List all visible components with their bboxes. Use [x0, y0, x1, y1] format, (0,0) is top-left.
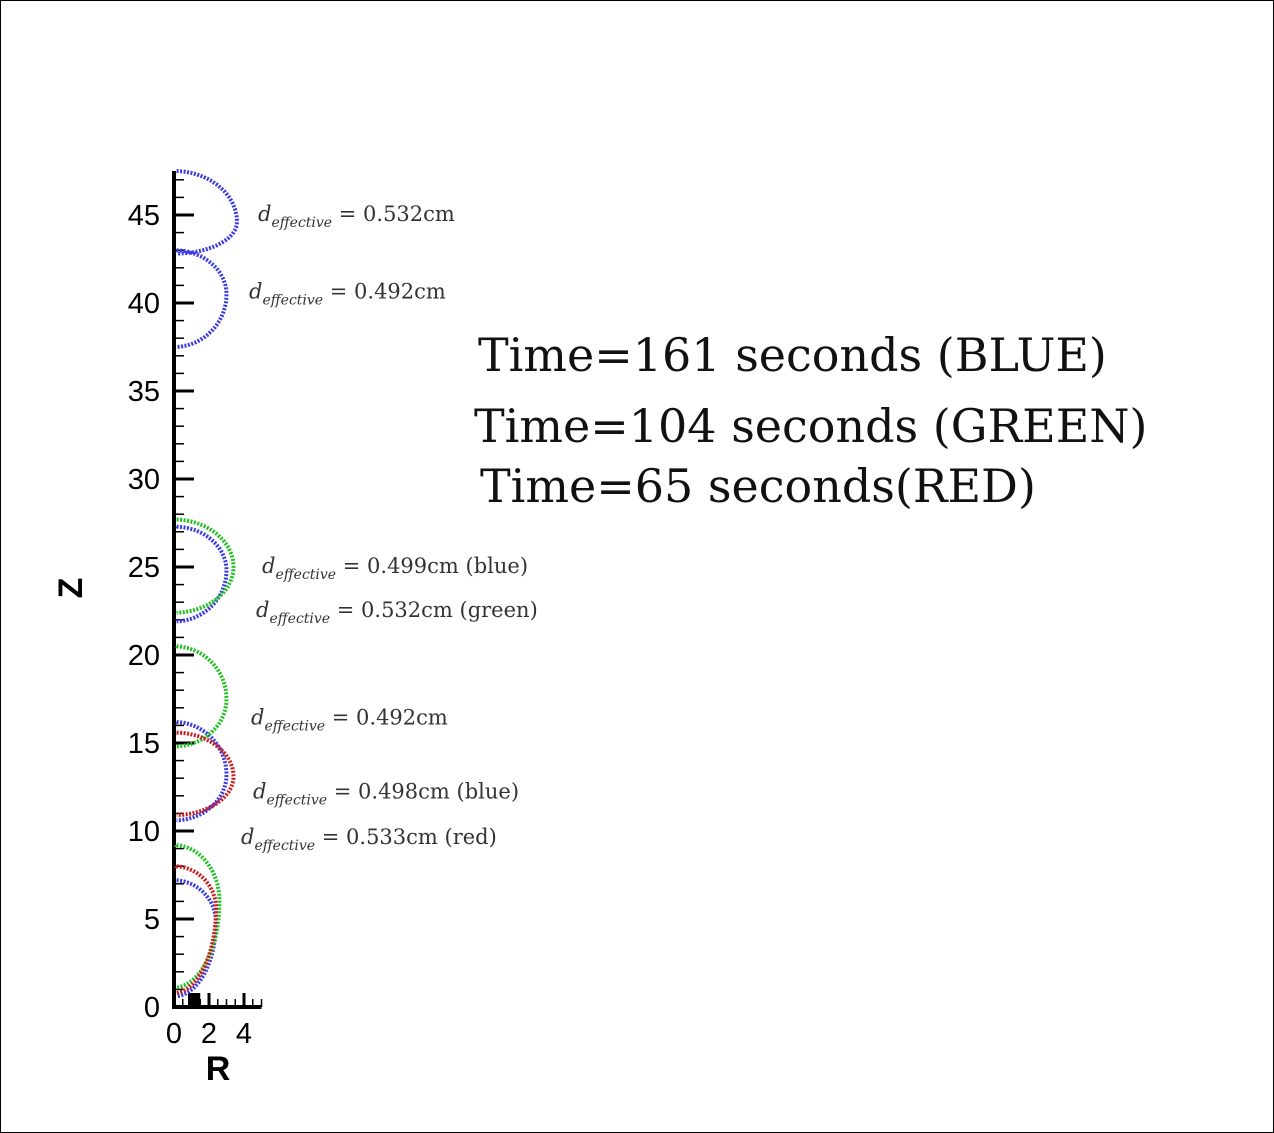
bubble-red: [174, 864, 219, 995]
x-tick-label: 0: [166, 1018, 182, 1050]
x-tick-label: 2: [201, 1018, 217, 1050]
effective-diameter-label: deffective = 0.492cm: [251, 705, 448, 734]
bubble-red: [176, 730, 236, 818]
y-tick-label: 45: [128, 200, 160, 232]
effective-diameter-annotations: deffective = 0.532cm deffective = 0.492cm…: [241, 202, 538, 854]
effective-diameter-label: deffective = 0.492cm: [249, 279, 446, 308]
effective-diameter-label: deffective = 0.533cm (red): [241, 825, 497, 854]
bubble-blue: [176, 169, 240, 256]
bubble-blue: [174, 878, 219, 999]
x-tick-label: 4: [236, 1018, 252, 1050]
time-label-blue: Time=161 seconds (BLUE): [478, 328, 1107, 382]
bubble-green: [176, 517, 236, 615]
bubble-blue: [175, 720, 229, 823]
y-axis-title: Z: [52, 578, 90, 599]
y-tick-label: 0: [144, 992, 160, 1024]
bubble-curves: [174, 169, 240, 999]
effective-diameter-label: deffective = 0.532cm (green): [256, 598, 538, 627]
y-tick-label: 10: [128, 816, 160, 848]
effective-diameter-label: deffective = 0.499cm (blue): [262, 554, 528, 583]
bubble-green: [174, 843, 222, 990]
effective-diameter-label: deffective = 0.498cm (blue): [253, 779, 519, 808]
y-tick-label: 35: [128, 376, 160, 408]
x-axis-title: R: [206, 1050, 231, 1088]
y-tick-label: 20: [128, 640, 160, 672]
time-label-red: Time=65 seconds(RED): [480, 459, 1036, 513]
bubble-blue: [175, 248, 229, 349]
y-tick-label: 25: [128, 552, 160, 584]
axes: [172, 171, 263, 1009]
nozzle-block: [188, 993, 201, 1007]
time-label-green: Time=104 seconds (GREEN): [474, 399, 1147, 453]
bubble-green: [175, 644, 229, 749]
effective-diameter-label: deffective = 0.532cm: [258, 202, 455, 231]
y-tick-label: 5: [144, 904, 160, 936]
y-tick-label: 30: [128, 464, 160, 496]
bubble-blue: [175, 524, 229, 624]
y-tick-label: 40: [128, 288, 160, 320]
y-tick-label: 15: [128, 728, 160, 760]
